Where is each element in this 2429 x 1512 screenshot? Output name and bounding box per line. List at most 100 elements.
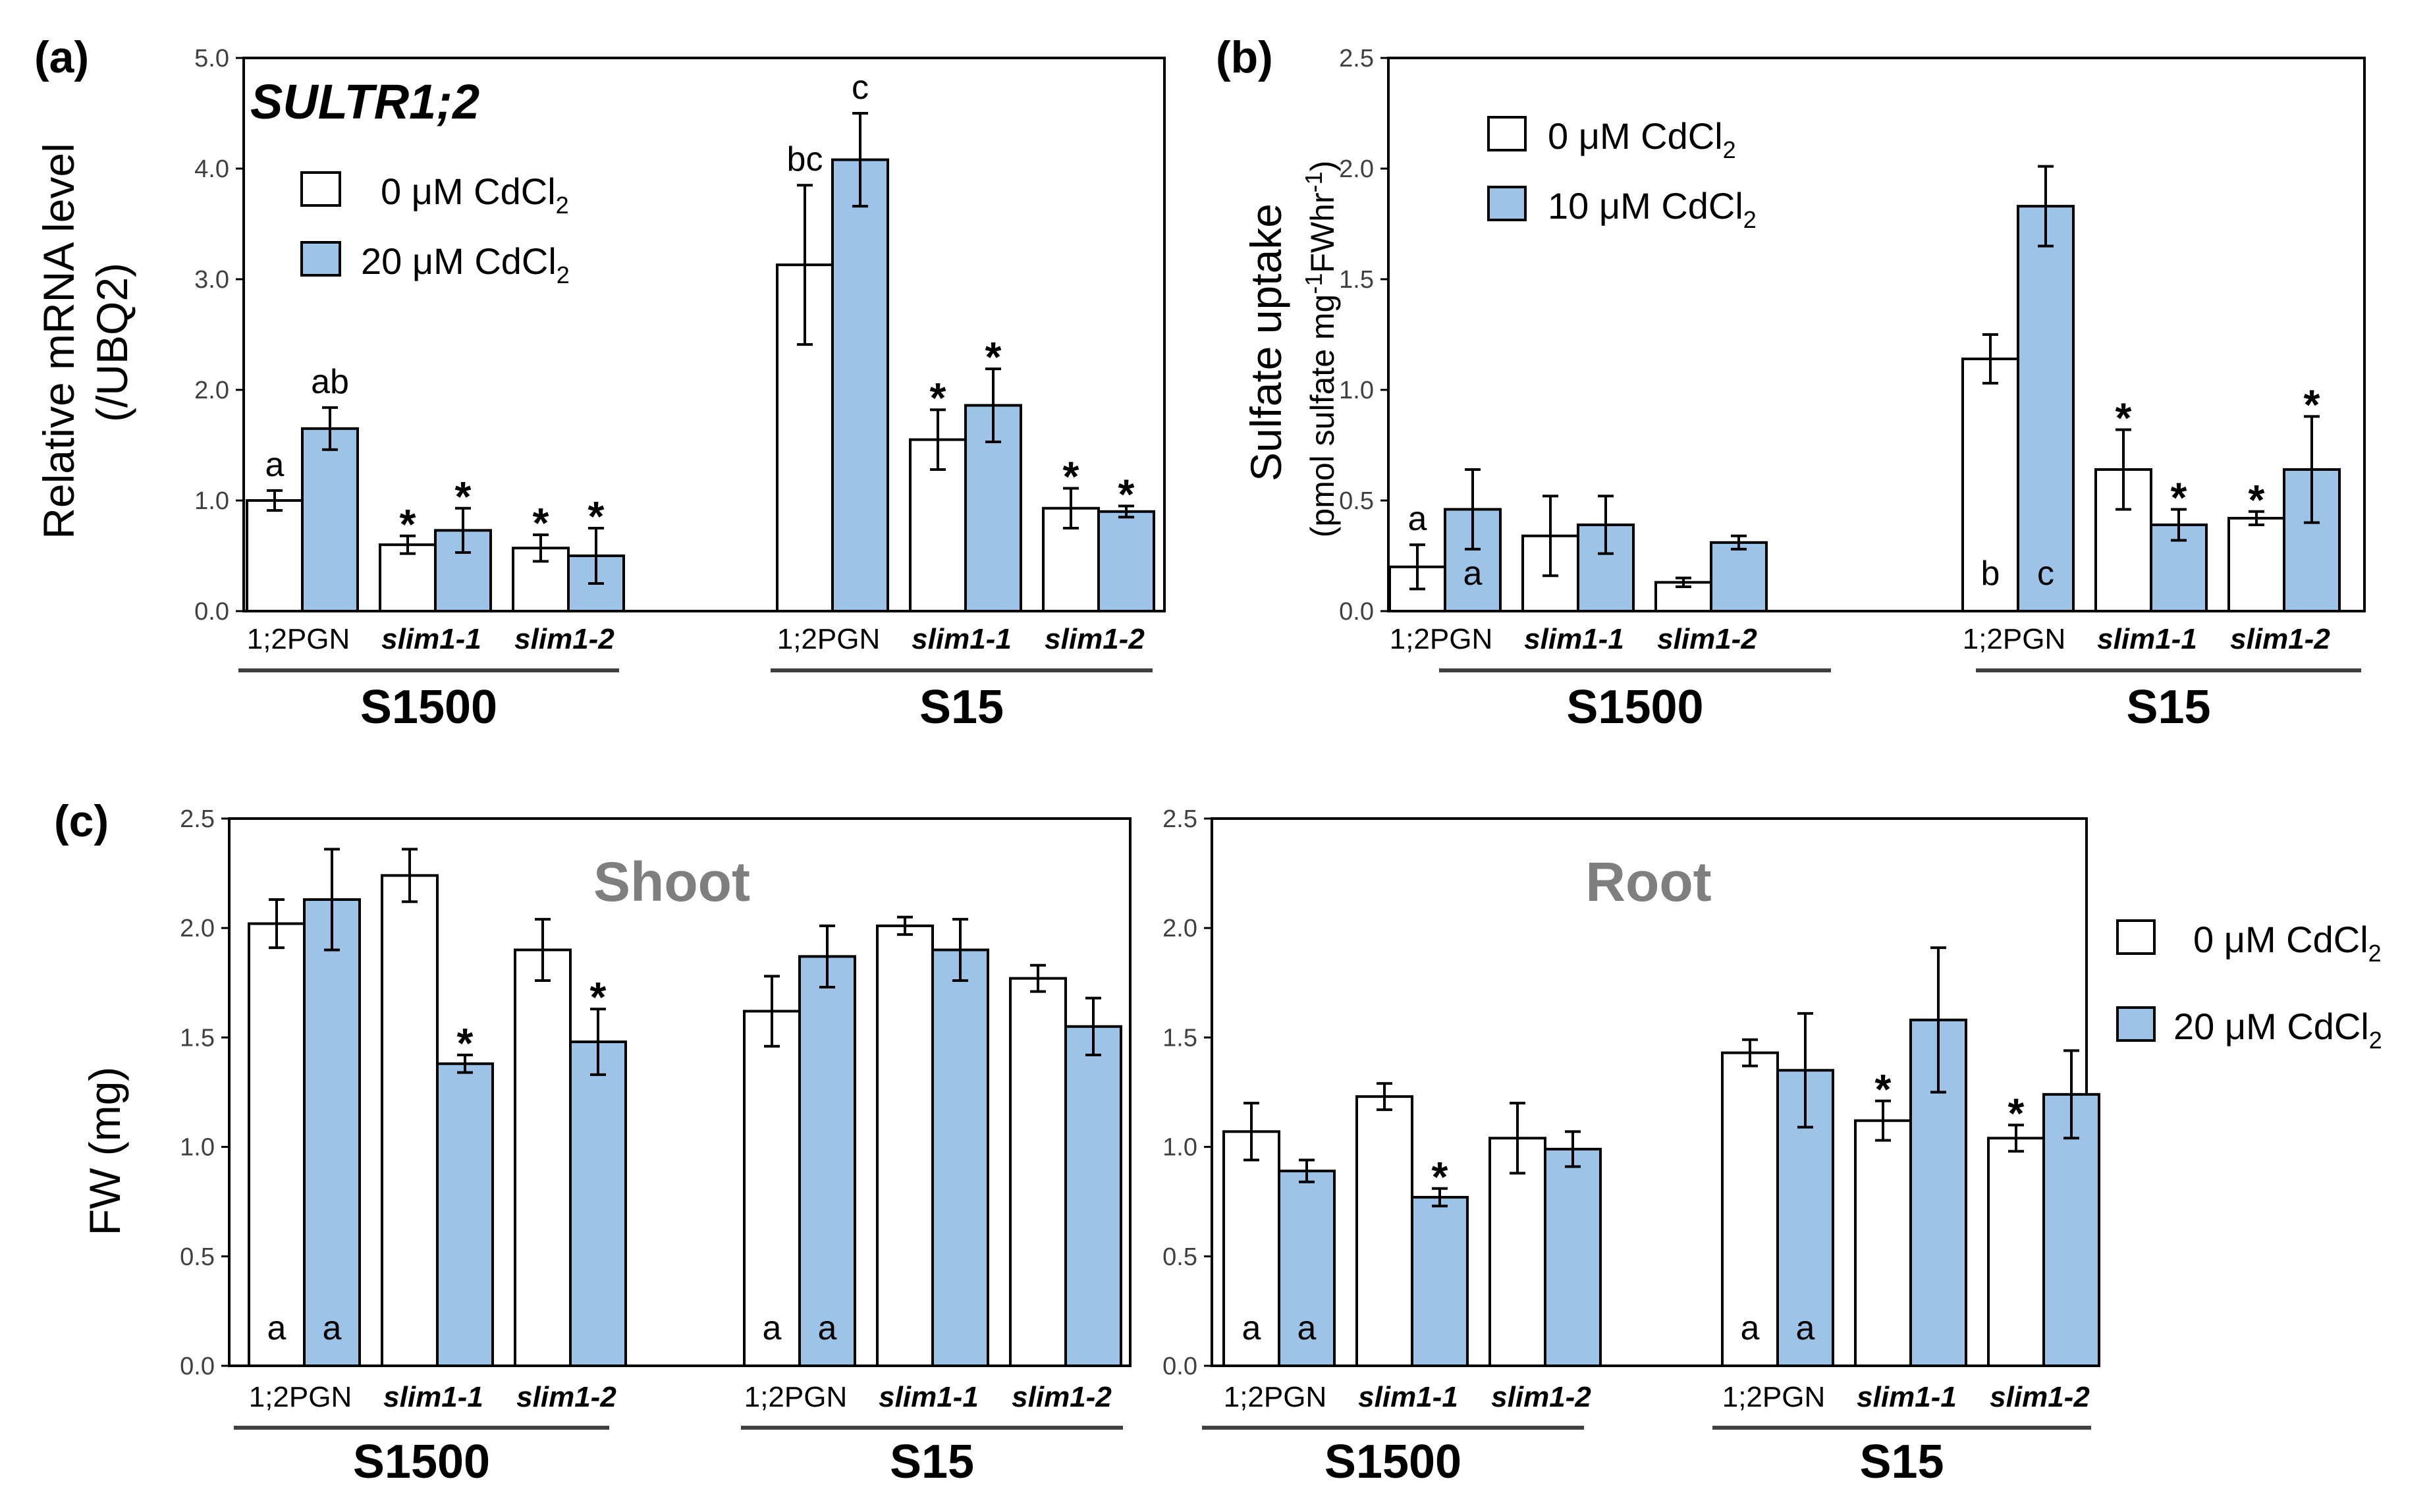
bar-cd: [1411, 1196, 1469, 1367]
significance-star: *: [2249, 476, 2265, 524]
panel-b-legend-control-swatch: [1487, 116, 1527, 151]
plot-frame: [242, 57, 1166, 612]
y-tick-label: 1.5: [180, 1024, 215, 1052]
significance-star: *: [2171, 473, 2187, 521]
panel-a-legend: 0 μM CdCl2 20 μM CdCl2: [300, 171, 570, 288]
y-tick-label: 1.0: [1339, 377, 1374, 404]
bar-control: [2227, 516, 2285, 612]
chart-c-shoot: 0.0 0.5 1.0 1.5 2.0 2.5 1;2PGN slim1-1 slim1-2 1;…: [180, 805, 1132, 1488]
significance-star: *: [1063, 453, 1079, 500]
significance-star: *: [533, 499, 549, 547]
panel-a-legend-cd-label: 20 μM CdCl2: [361, 240, 570, 288]
group-label: S15: [919, 681, 1004, 734]
bar-control: [1222, 1130, 1280, 1368]
panel-a: (a) SULTR1;2 Relative mRNA level (/UBQ2)…: [34, 32, 570, 539]
category-label: slim1-1: [1857, 1381, 1957, 1413]
panel-c-root: Root 0 μM CdCl2 20 μM CdCl2: [1585, 851, 2382, 1054]
significance-star: *: [2115, 394, 2132, 441]
chart-a: 0.0 1.0 2.0 3.0 4.0 5.0 1;2PGN slim1-1 slim1-2 1;…: [194, 45, 1166, 734]
category-label: slim1-2: [514, 623, 614, 655]
panel-c-shoot-title: Shoot: [593, 851, 750, 913]
category-label: slim1-1: [381, 623, 481, 655]
y-tick-label: 2.0: [1162, 915, 1197, 942]
group-label: S15: [1859, 1436, 1944, 1488]
category-label: slim1-2: [1990, 1381, 2090, 1413]
bar-cd: [1909, 1018, 1967, 1367]
significance-star: *: [588, 493, 605, 540]
panel-b-legend: 0 μM CdCl2 10 μM CdCl2: [1487, 115, 1757, 233]
panel-c-label: (c): [54, 796, 109, 846]
panel-a-legend-cd-swatch: [300, 241, 341, 277]
bar-cd: [931, 948, 989, 1367]
bar-control: [381, 874, 439, 1367]
panel-c-legend-cd-label: 20 μM CdCl2: [2173, 1006, 2382, 1054]
category-label: 1;2PGN: [744, 1381, 848, 1413]
bar-cd: [2283, 468, 2341, 613]
panel-c-root-title: Root: [1585, 851, 1711, 913]
category-label: slim1-2: [1491, 1381, 1591, 1413]
significance-star: *: [1875, 1066, 1892, 1113]
significance-star: *: [2304, 381, 2320, 428]
y-tick-label: 4.0: [194, 155, 229, 183]
bar-cd: [2017, 205, 2075, 612]
bar-control: [246, 499, 304, 612]
category-label: 1;2PGN: [247, 623, 350, 655]
bar-cd: [303, 898, 361, 1368]
bar-cd: [569, 1040, 627, 1367]
significance-letter: b: [1981, 554, 2000, 593]
y-tick-label: 2.0: [194, 377, 229, 404]
bar-cd: [301, 427, 359, 612]
bar-cd: [831, 158, 889, 612]
y-tick-label: 5.0: [194, 45, 229, 72]
bar-control: [1987, 1137, 2045, 1367]
category-label: slim1-1: [1358, 1381, 1458, 1413]
group-label: S15: [890, 1436, 974, 1488]
y-tick-label: 2.0: [180, 915, 215, 942]
significance-letter: c: [2037, 554, 2054, 593]
panel-c-legend-cd-swatch: [2116, 1006, 2156, 1042]
bar-cd: [1097, 510, 1155, 612]
significance-star: *: [1118, 470, 1135, 518]
bar-control: [514, 948, 572, 1367]
y-tick-label: 3.0: [194, 266, 229, 294]
bar-control: [743, 1010, 801, 1367]
panel-a-title: SULTR1;2: [250, 74, 479, 129]
significance-letter: a: [267, 1309, 287, 1347]
bar-cd: [798, 955, 856, 1367]
category-label: 1;2PGN: [249, 1381, 352, 1413]
category-label: 1;2PGN: [1390, 623, 1493, 655]
panel-a-label: (a): [34, 32, 89, 82]
significance-letter: a: [1408, 500, 1427, 538]
significance-star: *: [985, 333, 1002, 381]
significance-letter: a: [1242, 1309, 1261, 1347]
y-tick-label: 1.0: [194, 487, 229, 515]
y-tick-label: 0.5: [1339, 487, 1374, 515]
bar-cd: [1544, 1147, 1602, 1367]
significance-letter: c: [852, 68, 869, 107]
panel-c-ylabel: FW (mg): [80, 1067, 129, 1236]
category-label: slim1-1: [879, 1381, 979, 1413]
panel-b-legend-cd-swatch: [1487, 186, 1527, 221]
bar-control: [1961, 357, 2019, 613]
panel-b-legend-cd-label: 10 μM CdCl2: [1548, 185, 1757, 233]
significance-star: *: [2008, 1089, 2025, 1137]
significance-letter: a: [265, 446, 285, 484]
significance-letter: a: [818, 1309, 837, 1347]
bar-cd: [2042, 1093, 2100, 1367]
plot-frame: [228, 817, 1132, 1367]
panel-b-label: (b): [1216, 32, 1273, 82]
group-label: S1500: [1324, 1436, 1461, 1488]
plot-frame: [1211, 817, 2088, 1367]
y-tick-label: 0.5: [180, 1243, 215, 1271]
significance-letter: a: [1297, 1309, 1317, 1347]
bar-control: [1009, 977, 1067, 1367]
bar-control: [1854, 1119, 1912, 1368]
group-label: S1500: [360, 681, 497, 734]
y-tick-label: 0.0: [194, 598, 229, 626]
significance-letter: bc: [787, 140, 823, 178]
bar-cd: [1710, 541, 1768, 613]
significance-letter: a: [323, 1309, 342, 1347]
panel-c-legend-control-label: 0 μM CdCl2: [2193, 919, 2382, 967]
y-tick-label: 1.5: [1339, 266, 1374, 294]
